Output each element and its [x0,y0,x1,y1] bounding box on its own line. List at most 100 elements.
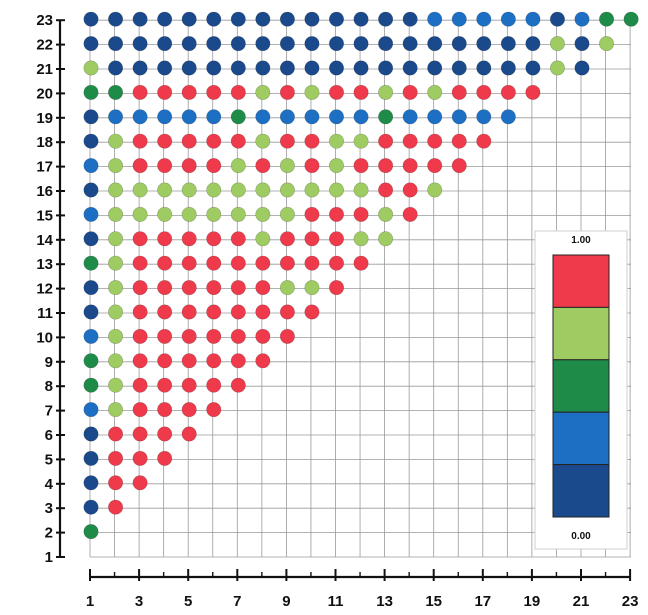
data-point [206,182,222,198]
x-tick-label: 13 [376,593,393,610]
data-point [255,206,271,222]
data-point [108,182,124,198]
x-tick-label: 15 [425,593,442,610]
data-point [304,206,320,222]
y-tick-label: 16 [36,183,53,200]
data-point [83,524,99,540]
y-tick-label: 8 [45,378,53,395]
data-point [157,255,173,271]
data-point [206,158,222,174]
data-point [206,353,222,369]
data-point [255,182,271,198]
data-point [157,280,173,296]
data-point [157,402,173,418]
x-tick-label: 11 [328,593,344,610]
data-point [206,231,222,247]
data-point [328,231,344,247]
data-point [108,450,124,466]
data-point [108,231,124,247]
data-point [83,36,99,52]
data-point [132,109,148,125]
data-point [108,255,124,271]
data-point [157,182,173,198]
data-point [132,36,148,52]
x-tick-label: 5 [184,593,192,610]
data-point [451,60,467,76]
data-point [108,304,124,320]
data-point [451,11,467,27]
data-point [476,133,492,149]
data-point [525,36,541,52]
data-point [157,36,173,52]
data-point [83,206,99,222]
data-point [132,304,148,320]
data-point [108,353,124,369]
data-point [451,84,467,100]
data-point [132,11,148,27]
data-point [328,182,344,198]
x-tick-label: 9 [282,593,290,610]
data-point [230,36,246,52]
data-point [574,60,590,76]
data-point [83,158,99,174]
data-point [279,255,295,271]
data-point [181,84,197,100]
data-point [181,182,197,198]
data-point [108,36,124,52]
data-point [181,60,197,76]
data-point [132,377,148,393]
data-point [476,84,492,100]
data-point [255,158,271,174]
y-tick-label: 2 [45,525,53,542]
data-point [378,84,394,100]
data-point [108,499,124,515]
data-point [181,231,197,247]
data-point [255,328,271,344]
data-point [304,36,320,52]
data-point [304,255,320,271]
data-point [181,206,197,222]
data-point [255,280,271,296]
data-point [304,11,320,27]
data-point [132,158,148,174]
data-point [255,304,271,320]
data-point [279,60,295,76]
data-point [353,231,369,247]
data-point [525,11,541,27]
data-point [427,84,443,100]
data-point [279,36,295,52]
data-point [574,36,590,52]
data-point [427,133,443,149]
data-point [181,133,197,149]
data-point [132,60,148,76]
data-point [353,109,369,125]
color-scale-band [552,359,610,413]
data-point [304,109,320,125]
x-axis: 1 3 5 7 9 11 13 15 17 19 21 23 [86,569,638,610]
data-point [255,36,271,52]
data-point [279,328,295,344]
data-point [83,84,99,100]
data-point [402,158,418,174]
data-point [108,206,124,222]
data-point [549,36,565,52]
data-point [181,158,197,174]
data-point [304,60,320,76]
data-point [108,84,124,100]
data-point [230,158,246,174]
data-point [378,133,394,149]
x-tick-label: 3 [135,593,143,610]
data-point [230,231,246,247]
data-point [279,231,295,247]
data-point [181,402,197,418]
data-point [255,133,271,149]
y-tick-label: 6 [45,427,53,444]
y-tick-label: 9 [45,354,53,371]
data-point [206,60,222,76]
data-point [353,182,369,198]
data-point [83,450,99,466]
x-tick-label: 1 [86,593,94,610]
data-point [230,377,246,393]
data-point [304,84,320,100]
